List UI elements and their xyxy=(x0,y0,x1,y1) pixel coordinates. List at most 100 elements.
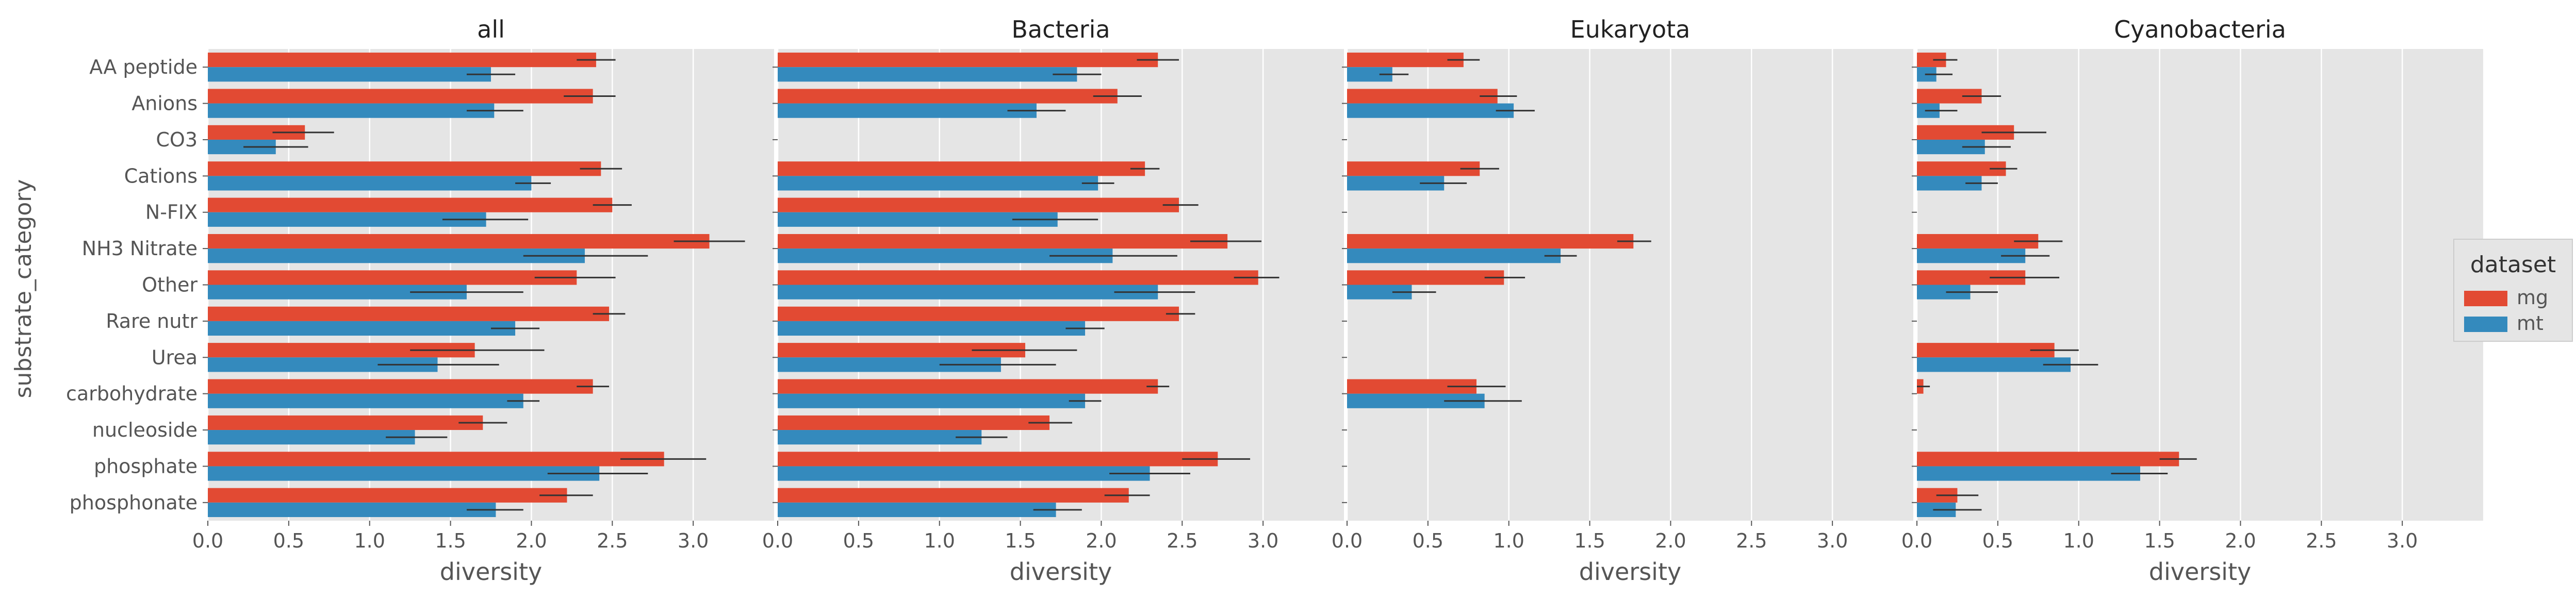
legend: dataset mg mt xyxy=(2453,239,2573,342)
bar-mt xyxy=(208,321,516,336)
y-tick-label: phosphonate xyxy=(70,491,198,514)
facet-panel-2: Eukaryota 0.0 0.5 1.0 1.5 2.0 2.5 3.0 diversity xyxy=(1332,15,1913,586)
x-tick-label: 0.0 xyxy=(1332,529,1363,552)
bar-mt xyxy=(208,212,486,227)
x-tick-label: 2.0 xyxy=(1086,529,1117,552)
bar-mt xyxy=(778,285,1158,300)
x-tick-label: 2.0 xyxy=(516,529,547,552)
bar-mg xyxy=(778,197,1179,212)
y-tick-label: Anions xyxy=(132,92,198,115)
bar-mg xyxy=(778,452,1218,467)
x-tick-label: 0.0 xyxy=(192,529,223,552)
x-tick-label: 1.0 xyxy=(354,529,385,552)
x-tick-label: 0.5 xyxy=(273,529,304,552)
bar-mg xyxy=(208,306,610,321)
bar-mt xyxy=(778,67,1077,82)
legend-swatch-mg xyxy=(2464,291,2507,306)
x-tick-label: 3.0 xyxy=(1248,529,1278,552)
x-axis-label: diversity xyxy=(440,558,542,586)
x-tick-label: 2.0 xyxy=(2225,529,2256,552)
x-tick-label: 1.5 xyxy=(435,529,466,552)
bar-mt xyxy=(778,430,982,445)
bar-mt xyxy=(778,321,1086,336)
y-tick-label: Urea xyxy=(152,346,198,369)
x-tick-label: 1.0 xyxy=(924,529,955,552)
x-tick-label: 0.5 xyxy=(843,529,874,552)
bar-mt xyxy=(208,67,491,82)
bar-mg xyxy=(208,197,613,212)
bar-mg xyxy=(208,379,593,394)
bar-mt xyxy=(1347,103,1514,118)
x-tick-label: 3.0 xyxy=(1817,529,1848,552)
facet-panel-3: Cyanobacteria 0.0 0.5 1.0 1.5 2.0 2.5 3.0 divers… xyxy=(1901,15,2483,586)
panel-title: Cyanobacteria xyxy=(2114,15,2286,43)
bar-mg xyxy=(778,488,1129,503)
bar-mt xyxy=(208,103,495,118)
bar-mg xyxy=(778,53,1158,68)
bar-mt xyxy=(778,393,1086,408)
bar-mt xyxy=(778,466,1150,481)
x-tick-label: 1.0 xyxy=(2063,529,2094,552)
x-tick-label: 0.5 xyxy=(1413,529,1443,552)
y-tick-label: CO3 xyxy=(156,128,198,151)
x-axis-label: diversity xyxy=(1010,558,1112,586)
panel-title: Eukaryota xyxy=(1570,15,1691,43)
panel-title: all xyxy=(477,15,505,43)
bar-mg xyxy=(1917,452,2179,467)
bar-mt xyxy=(1917,466,2140,481)
y-tick-label: AA peptide xyxy=(89,56,198,78)
bar-mg xyxy=(208,452,664,467)
facet-panel-0: all 0.0 0.5 1.0 1.5 2.0 2.5 3.0 diversity AA pept… xyxy=(66,15,774,586)
panel-title: Bacteria xyxy=(1011,15,1110,43)
bar-mg xyxy=(1347,234,1634,249)
bar-mg xyxy=(778,306,1179,321)
bar-mg xyxy=(208,488,567,503)
bar-mt xyxy=(778,502,1056,517)
bar-mg xyxy=(208,234,710,249)
x-axis-label: diversity xyxy=(2149,558,2251,586)
bar-mt xyxy=(208,248,585,263)
bar-mg xyxy=(208,415,483,430)
bar-mg xyxy=(778,234,1228,249)
x-tick-label: 2.5 xyxy=(597,529,628,552)
x-tick-label: 1.5 xyxy=(1574,529,1605,552)
bar-mg xyxy=(1347,89,1498,104)
y-tick-label: Rare nutr xyxy=(106,310,198,333)
y-tick-label: carbohydrate xyxy=(66,383,198,405)
x-tick-label: 3.0 xyxy=(2387,529,2418,552)
bar-mg xyxy=(778,89,1118,104)
y-axis-label: substrate_category xyxy=(10,179,37,399)
bar-mg xyxy=(208,53,596,68)
y-tick-label: Other xyxy=(142,274,198,296)
bar-mt xyxy=(1347,248,1561,263)
bar-mg xyxy=(208,270,577,285)
facet-panel-1: Bacteria 0.0 0.5 1.0 1.5 2.0 2.5 3.0 diversity xyxy=(762,15,1344,586)
bar-mt xyxy=(778,212,1058,227)
x-tick-label: 3.0 xyxy=(678,529,709,552)
bar-mt xyxy=(208,502,496,517)
bar-mg xyxy=(1347,270,1504,285)
y-tick-label: N-FIX xyxy=(145,201,198,224)
facet-panels: all 0.0 0.5 1.0 1.5 2.0 2.5 3.0 diversity AA pept… xyxy=(66,15,2483,586)
legend-label-mg: mg xyxy=(2517,286,2548,309)
x-tick-label: 2.0 xyxy=(1655,529,1686,552)
legend-label-mt: mt xyxy=(2517,312,2544,335)
bar-mg xyxy=(778,161,1145,176)
x-tick-label: 0.0 xyxy=(762,529,793,552)
bar-mg xyxy=(1347,161,1480,176)
bar-mg xyxy=(208,161,601,176)
x-tick-label: 2.5 xyxy=(1736,529,1767,552)
bar-mt xyxy=(208,430,415,445)
bar-mg xyxy=(208,89,593,104)
bar-mt xyxy=(778,103,1037,118)
y-tick-label: Cations xyxy=(124,164,198,187)
bar-mg xyxy=(778,270,1258,285)
y-tick-label: phosphate xyxy=(94,455,198,477)
x-tick-label: 1.5 xyxy=(2144,529,2175,552)
x-tick-label: 2.5 xyxy=(1167,529,1197,552)
bar-mt xyxy=(208,393,523,408)
bar-mt xyxy=(208,176,532,191)
x-tick-label: 2.5 xyxy=(2306,529,2337,552)
legend-title: dataset xyxy=(2470,252,2556,278)
